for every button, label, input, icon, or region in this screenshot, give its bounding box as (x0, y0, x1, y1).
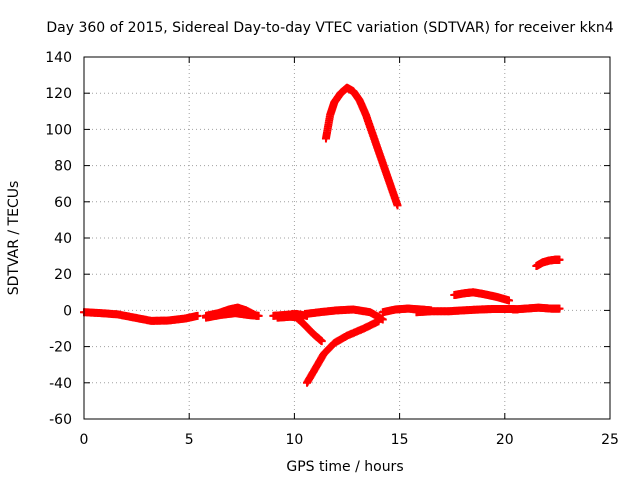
data-series (80, 308, 202, 325)
x-tick-label: 15 (391, 432, 409, 448)
data-points (80, 83, 564, 387)
x-tick-label: 10 (285, 432, 303, 448)
y-tick-label: 80 (54, 159, 72, 175)
data-point (505, 296, 514, 305)
x-tick-label: 20 (496, 432, 514, 448)
y-tick-label: 0 (63, 303, 72, 319)
y-tick-label: -20 (49, 340, 72, 356)
data-series (509, 303, 564, 314)
x-tick-label: 25 (601, 432, 619, 448)
plot-area-border (83, 56, 611, 420)
y-axis-label: SDTVAR / TECUs (6, 181, 22, 296)
y-tick-label: -60 (49, 412, 72, 428)
y-tick-labels: -60 -40 -20 0 20 40 60 80 100 120 140 (45, 50, 72, 428)
y-tick-label: 100 (45, 122, 72, 138)
x-tick-label: 5 (185, 432, 194, 448)
x-axis-label: GPS time / hours (286, 459, 403, 475)
data-series (202, 309, 263, 322)
data-series (288, 310, 326, 346)
y-tick-label: 20 (54, 267, 72, 283)
data-series (303, 317, 383, 387)
data-point (393, 201, 402, 210)
y-tick-label: 40 (54, 231, 72, 247)
data-point (378, 315, 387, 324)
y-tick-label: -40 (49, 376, 72, 392)
x-tick-label: 0 (80, 432, 89, 448)
data-series (300, 305, 387, 324)
data-point (555, 255, 564, 264)
y-tick-label: 60 (54, 195, 72, 211)
data-point (254, 311, 263, 320)
data-series (532, 255, 564, 271)
data-series (412, 304, 522, 317)
grid (84, 57, 610, 419)
data-point (555, 304, 564, 313)
y-tick-label: 140 (45, 50, 72, 66)
data-point (317, 337, 326, 346)
y-tick-label: 120 (45, 86, 72, 102)
data-series (450, 288, 514, 305)
data-series (321, 83, 402, 210)
data-point (193, 311, 202, 320)
chart-title: Day 360 of 2015, Sidereal Day-to-day VTE… (46, 20, 613, 36)
x-tick-labels: 0 5 10 15 20 25 (80, 432, 619, 448)
